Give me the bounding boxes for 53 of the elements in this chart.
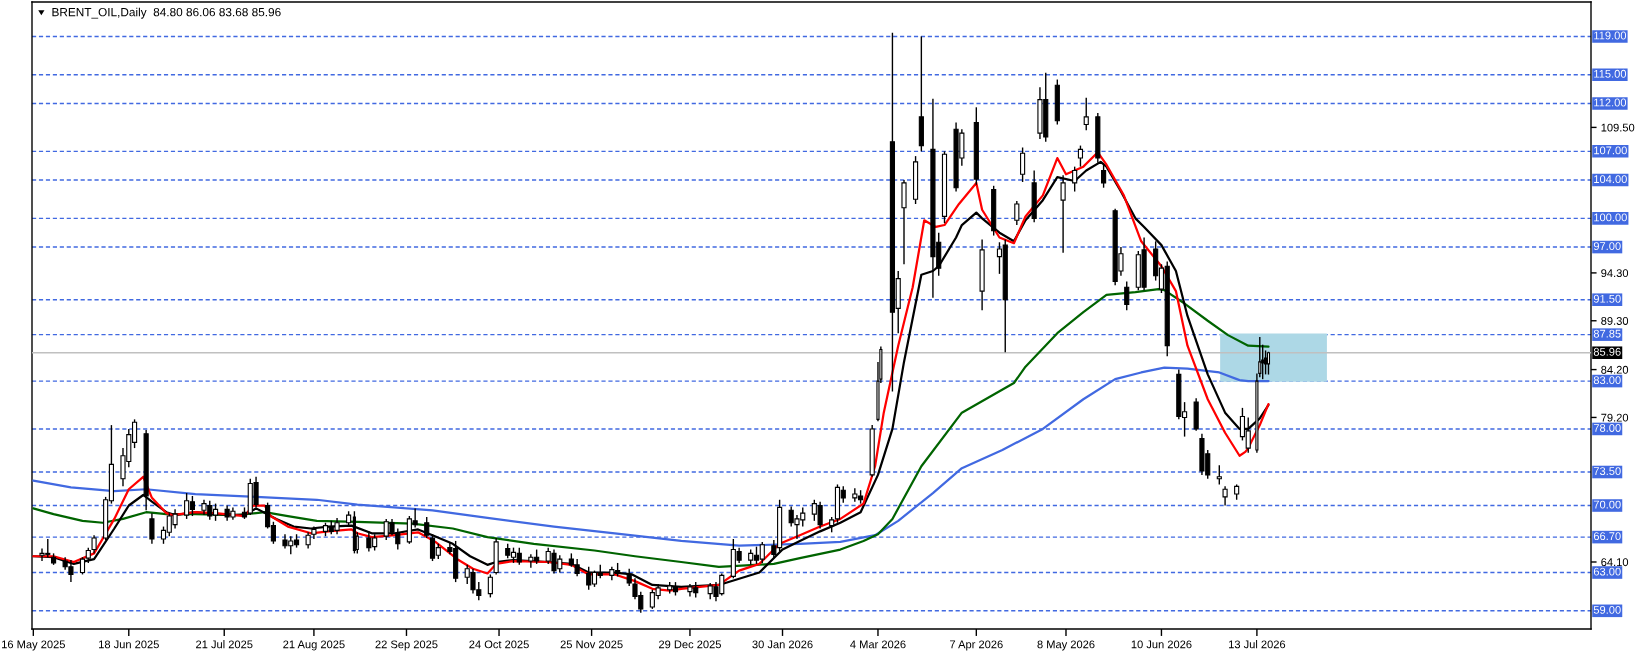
x-tick-label: 13 Jul 2026 [1229, 640, 1286, 649]
ref-line-label: 112.00 [1594, 98, 1627, 107]
x-tick-label: 30 Jan 2026 [752, 640, 813, 649]
ref-line-label: 87.85 [1593, 329, 1621, 338]
x-tick-label: 18 Jun 2025 [99, 640, 159, 649]
candlestick [1060, 174, 1066, 254]
candlestick [424, 516, 430, 539]
x-tick-label: 24 Oct 2025 [469, 640, 529, 649]
x-tick-label: 8 May 2026 [1037, 640, 1095, 651]
candlestick [1072, 165, 1078, 193]
chart-title: BRENT_OIL,Daily 84.80 86.06 83.68 85.96 [52, 7, 281, 19]
ref-line-label: 63.00 [1593, 567, 1621, 576]
y-tick-label: 109.50 [1601, 123, 1635, 132]
x-tick-label: 7 Apr 2026 [950, 640, 1003, 651]
candlestick [149, 512, 155, 545]
candlestick [1222, 485, 1228, 507]
ref-line-label: 73.50 [1593, 467, 1621, 475]
y-tick-label: 79.20 [1601, 413, 1629, 422]
ref-line-label: 85.96 [1593, 347, 1621, 356]
ref-line-label: 59.00 [1593, 605, 1621, 614]
ref-line-label: 100.00 [1594, 213, 1627, 222]
ref-line-label: 83.00 [1593, 376, 1621, 385]
ref-line-label: 91.50 [1593, 294, 1621, 303]
candlestick [487, 573, 493, 599]
ref-line-label: 97.00 [1593, 242, 1621, 251]
ref-line-label: 66.70 [1593, 532, 1621, 541]
candlestick [1124, 280, 1130, 311]
x-tick-label: 25 Nov 2025 [560, 640, 623, 649]
candlestick [1020, 146, 1026, 183]
y-tick-label: 84.20 [1601, 365, 1629, 374]
x-tick-label: 4 Mar 2026 [850, 640, 906, 649]
ref-line-label: 119.00 [1594, 31, 1627, 40]
x-tick-label: 10 Jun 2026 [1131, 640, 1192, 649]
y-tick-label: 89.30 [1601, 317, 1629, 325]
ref-line-label: 107.00 [1594, 146, 1627, 155]
ref-line-label: 78.00 [1593, 424, 1621, 432]
candlestick [1101, 164, 1107, 189]
candlestick [1077, 144, 1084, 168]
candlestick [1216, 464, 1222, 486]
ref-line-label: 70.00 [1593, 500, 1621, 509]
y-tick-label: 94.30 [1601, 269, 1629, 278]
x-tick-label: 29 Dec 2025 [659, 640, 721, 649]
candlestick [395, 527, 401, 551]
x-tick-label: 16 May 2025 [2, 640, 65, 651]
candlestick [91, 534, 97, 555]
x-tick-label: 21 Jul 2025 [196, 640, 253, 649]
y-tick-label: 64.10 [1601, 558, 1629, 567]
x-tick-label: 22 Sep 2025 [375, 640, 438, 651]
candlestick [1083, 97, 1089, 131]
ref-line-label: 104.00 [1594, 175, 1627, 184]
ref-line-label: 115.00 [1594, 69, 1627, 78]
x-tick-label: 21 Aug 2025 [283, 640, 345, 651]
candlestick [1014, 200, 1020, 226]
